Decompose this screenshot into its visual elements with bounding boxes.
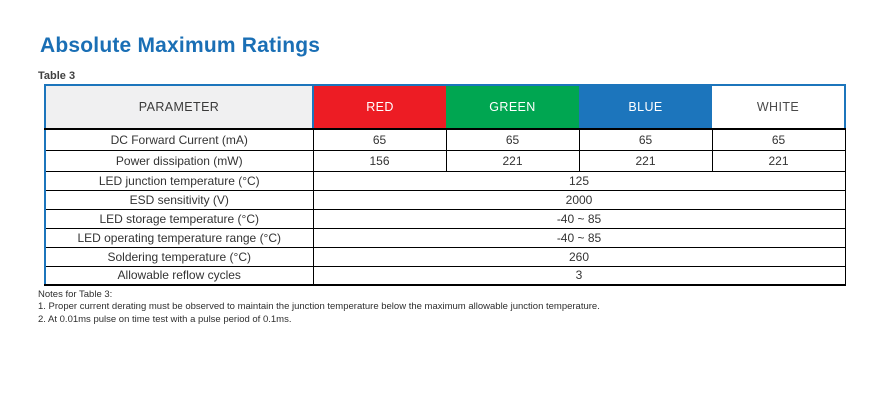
- page-title: Absolute Maximum Ratings: [40, 34, 321, 57]
- value-cell: 3: [312, 265, 846, 286]
- table-body: DC Forward Current (mA) 65 65 65 65 Power dis…: [45, 128, 846, 286]
- value-cell: 125: [312, 170, 846, 191]
- param-cell: LED storage temperature (°C): [45, 208, 314, 229]
- col-header-green: GREEN: [446, 84, 579, 130]
- param-cell: DC Forward Current (mA): [45, 128, 314, 151]
- col-header-white: WHITE: [712, 84, 846, 130]
- value-cell: 221: [711, 149, 846, 172]
- param-cell: Soldering temperature (°C): [45, 246, 314, 267]
- table-header: PARAMETER RED GREEN BLUE WHITE: [44, 84, 846, 130]
- table-row: LED operating temperature range (°C) -40 …: [45, 227, 846, 248]
- param-cell: LED junction temperature (°C): [45, 170, 314, 191]
- param-cell: ESD sensitivity (V): [45, 189, 314, 210]
- col-header-blue: BLUE: [579, 84, 712, 130]
- table-row: Power dissipation (mW) 156 221 221 221: [45, 149, 846, 172]
- value-cell: 221: [445, 149, 580, 172]
- table-row: ESD sensitivity (V) 2000: [45, 189, 846, 210]
- value-cell: 221: [578, 149, 713, 172]
- value-cell: 260: [312, 246, 846, 267]
- note-item: 1. Proper current derating must be obser…: [38, 301, 600, 313]
- param-cell: Allowable reflow cycles: [45, 265, 314, 286]
- notes-heading: Notes for Table 3:: [38, 289, 113, 300]
- value-cell: 2000: [312, 189, 846, 210]
- col-header-parameter: PARAMETER: [44, 84, 314, 130]
- value-cell: 65: [711, 128, 846, 151]
- note-item: 2. At 0.01ms pulse on time test with a p…: [38, 313, 292, 325]
- table-row: Soldering temperature (°C) 260: [45, 246, 846, 267]
- table-row: Allowable reflow cycles 3: [45, 265, 846, 286]
- value-cell: 65: [578, 128, 713, 151]
- param-cell: Power dissipation (mW): [45, 149, 314, 172]
- value-cell: 65: [312, 128, 447, 151]
- table-row: DC Forward Current (mA) 65 65 65 65: [45, 128, 846, 151]
- table-row: LED junction temperature (°C) 125: [45, 170, 846, 191]
- table-row: LED storage temperature (°C) -40 ~ 85: [45, 208, 846, 229]
- value-cell: 156: [312, 149, 447, 172]
- value-cell: -40 ~ 85: [312, 227, 846, 248]
- value-cell: 65: [445, 128, 580, 151]
- col-header-red: RED: [313, 84, 446, 130]
- notes-list: 1. Proper current derating must be obser…: [38, 301, 844, 325]
- param-cell: LED operating temperature range (°C): [45, 227, 314, 248]
- absolute-maximum-ratings-table: PARAMETER RED GREEN BLUE WHITE DC Forward Cu…: [44, 84, 846, 286]
- table-label: Table 3: [38, 70, 76, 82]
- value-cell: -40 ~ 85: [312, 208, 846, 229]
- table-notes: Notes for Table 3: 1. Proper current der…: [38, 289, 844, 325]
